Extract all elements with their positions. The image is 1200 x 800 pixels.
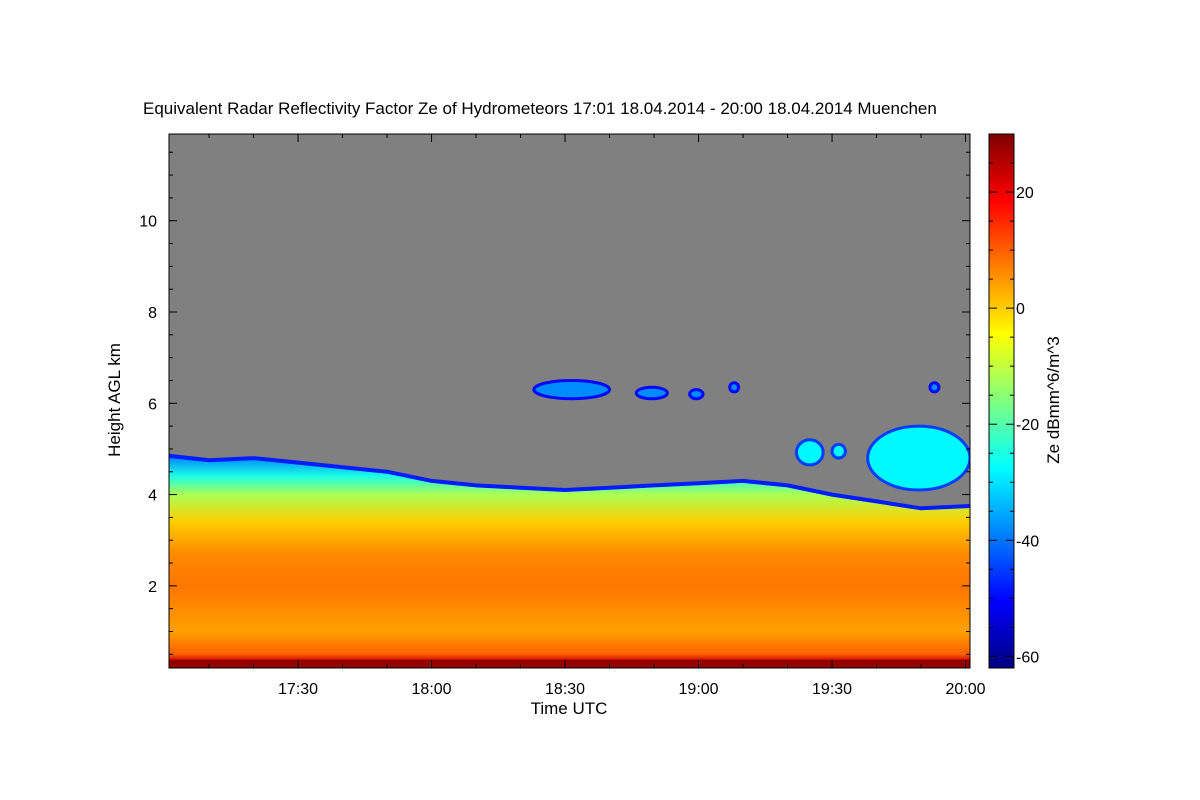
x-tick-label: 18:00 xyxy=(412,681,452,698)
reflectivity-heatmap xyxy=(169,378,970,668)
colorbar-tick-label: 0 xyxy=(1016,301,1025,318)
cloud-layer xyxy=(169,455,970,668)
colorbar-tick-label: 20 xyxy=(1016,185,1034,202)
x-tick-label: 19:00 xyxy=(679,681,719,698)
upper-cloud-cell xyxy=(728,381,741,394)
y-tick-label: 4 xyxy=(148,488,157,505)
y-tick-label: 10 xyxy=(139,214,157,231)
surface-echo-band xyxy=(169,659,970,668)
cloud-top-edge xyxy=(169,453,970,511)
x-axis-label: Time UTC xyxy=(531,699,608,718)
upper-cloud-cell xyxy=(634,385,669,401)
plot-frame xyxy=(168,133,971,669)
x-tick-label: 18:30 xyxy=(545,681,585,698)
y-tick-label: 6 xyxy=(148,396,157,413)
x-tick-label: 17:30 xyxy=(278,681,318,698)
y-axis-label: Height AGL km xyxy=(105,343,124,457)
colorbar-label: Ze dBmm^6/m^3 xyxy=(1044,336,1063,463)
colorbar-scale xyxy=(988,133,1015,669)
mid-cloud-cell xyxy=(794,438,825,467)
y-axis: 2 4 6 8 10 xyxy=(139,151,970,655)
x-axis: 17:30 18:00 18:30 19:00 19:30 20:00 xyxy=(208,134,986,698)
x-tick-label: 19:30 xyxy=(812,681,852,698)
chart-title: Equivalent Radar Reflectivity Factor Ze … xyxy=(143,99,937,118)
colorbar-tick-label: -20 xyxy=(1016,417,1039,434)
colorbar-tick-label: -40 xyxy=(1016,533,1039,550)
upper-cloud-cell xyxy=(928,381,941,394)
y-tick-label: 8 xyxy=(148,305,157,322)
plot-area xyxy=(168,133,971,669)
colorbar-tick-label: -60 xyxy=(1016,649,1039,666)
colorbar-ticks: 20 0 -20 -40 -60 xyxy=(989,133,1039,666)
upper-cloud-cell xyxy=(532,378,612,401)
mid-cloud-cell xyxy=(830,442,847,460)
mid-cloud-cell xyxy=(866,424,970,492)
colorbar: 20 0 -20 -40 -60 Ze dBmm^6/m^3 xyxy=(988,133,1063,669)
y-tick-label: 2 xyxy=(148,579,157,596)
x-tick-label: 20:00 xyxy=(946,681,986,698)
upper-cloud-cell xyxy=(688,388,705,401)
